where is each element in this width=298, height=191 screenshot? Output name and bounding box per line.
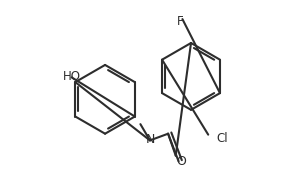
Text: Cl: Cl bbox=[216, 132, 228, 145]
Text: O: O bbox=[176, 155, 187, 168]
Text: HO: HO bbox=[63, 70, 81, 83]
Text: N: N bbox=[145, 133, 155, 146]
Text: F: F bbox=[177, 15, 184, 28]
